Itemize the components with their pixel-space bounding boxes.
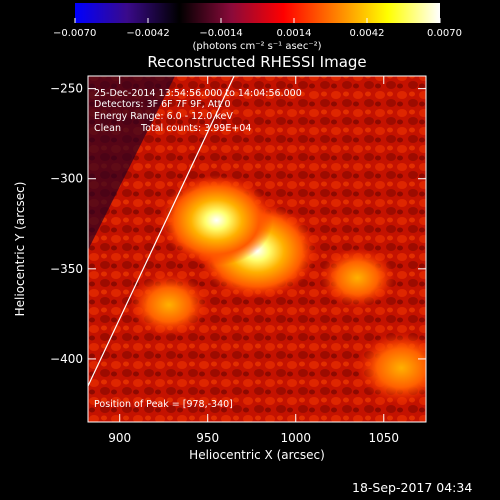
- dark-corner: [88, 76, 175, 250]
- colorbar-tick-label: 0.0042: [350, 28, 385, 39]
- emission-sources: [129, 174, 426, 404]
- y-tick-label: −400: [50, 352, 83, 366]
- colorbar-tick-label: −0.0070: [53, 28, 96, 39]
- x-tick-label: 1050: [368, 431, 399, 445]
- emission-source: [129, 273, 208, 337]
- x-tick-label: 1000: [280, 431, 311, 445]
- image-area: [88, 76, 426, 422]
- annotation-energy: Energy Range: 6.0 - 12.0 keV: [94, 111, 233, 122]
- emission-source: [320, 248, 395, 308]
- plot-frame: [87, 75, 427, 423]
- x-tick-label: 950: [196, 431, 219, 445]
- y-axis-ticks: −250 −300 −350 −400: [50, 82, 426, 366]
- annotation-total-counts: Total counts: 3.99E+04: [140, 123, 251, 134]
- colorbar: [75, 3, 440, 23]
- colorbar-ticks: −0.0070 −0.0042 −0.0014 0.0014 0.0042 0.0070: [53, 18, 462, 39]
- solar-limb-line: [88, 76, 235, 387]
- colorbar-tick-label: −0.0014: [199, 28, 242, 39]
- emission-source: [160, 174, 274, 266]
- y-tick-label: −350: [50, 262, 83, 276]
- x-tick-label: 900: [108, 431, 131, 445]
- colorbar-unit-label: (photons cm⁻² s⁻¹ asec⁻²): [192, 41, 321, 52]
- annotation-clean: Clean: [94, 123, 121, 134]
- colorbar-tick-label: 0.0070: [427, 28, 462, 39]
- colorbar-tick-label: −0.0042: [126, 28, 169, 39]
- y-axis-label: Heliocentric Y (arcsec): [13, 182, 27, 317]
- annotation-peak: Position of Peak = [978,-340]: [94, 399, 233, 410]
- x-axis-ticks: 900 950 1000 1050: [108, 76, 399, 445]
- y-tick-label: −250: [50, 82, 83, 96]
- colorbar-tick-label: 0.0014: [277, 28, 312, 39]
- annotation-detectors: Detectors: 3F 6F 7F 9F, Att 0: [94, 99, 231, 110]
- emission-source: [357, 332, 426, 404]
- annotation-time-range: 25-Dec-2014 13:54:56.000 to 14:04:56.000: [94, 88, 302, 99]
- y-tick-label: −300: [50, 172, 83, 186]
- chart-title: Reconstructed RHESSI Image: [147, 53, 366, 71]
- footer-timestamp: 18-Sep-2017 04:34: [352, 480, 473, 495]
- x-axis-label: Heliocentric X (arcsec): [189, 448, 325, 462]
